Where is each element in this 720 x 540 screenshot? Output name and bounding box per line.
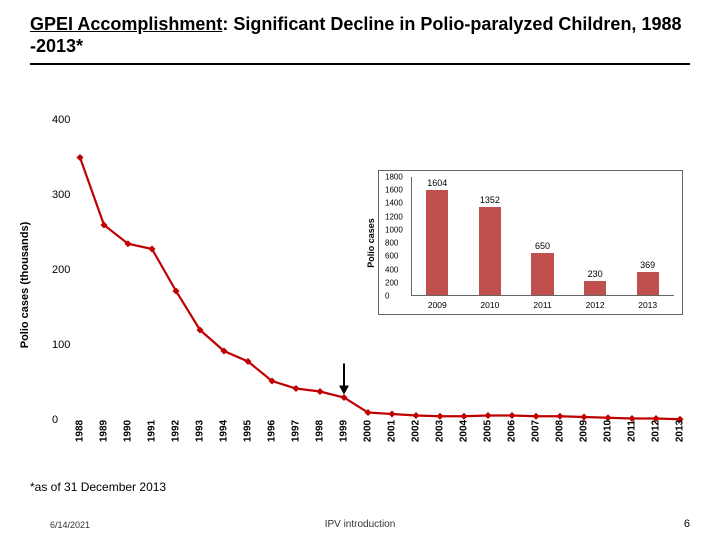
x-tick: 2000 [363,420,374,442]
x-tick: 2001 [387,420,398,442]
inset-plot-area: 0200400600800100012001400160018002009160… [411,177,674,296]
x-tick: 1992 [171,420,182,442]
x-tick: 1990 [123,420,134,442]
x-tick: 1997 [291,420,302,442]
y-axis-label: Polio cases (thousands) [19,222,31,349]
x-tick: 1999 [339,420,350,442]
inset-y-tick: 600 [385,252,398,261]
footer-page: 6 [684,518,690,530]
inset-y-tick: 200 [385,278,398,287]
inset-x-tick: 2011 [533,300,551,310]
x-tick: 1994 [219,420,230,442]
x-tick: 2003 [435,420,446,442]
y-tick: 100 [52,339,70,351]
inset-x-tick: 2012 [586,300,605,310]
inset-bar-label: 1352 [480,195,500,205]
x-tick: 2013 [675,420,686,442]
x-tick: 2008 [555,420,566,442]
title-underlined: GPEI Accomplishment [30,14,222,34]
x-tick: 2006 [507,420,518,442]
inset-y-tick: 1200 [385,212,403,221]
x-tick: 1989 [99,420,110,442]
x-tick: 2007 [531,420,542,442]
inset-y-axis-label: Polio cases [366,218,376,268]
inset-chart: Polio cases 0200400600800100012001400160… [378,170,683,315]
inset-axis [411,295,674,296]
inset-bar-label: 1604 [427,178,447,188]
x-tick: 1995 [243,420,254,442]
x-tick: 2004 [459,420,470,442]
x-tick: 1996 [267,420,278,442]
y-tick: 200 [52,264,70,276]
arrow-icon [339,364,349,395]
inset-bar [584,281,606,296]
inset-bar-label: 230 [588,269,603,279]
inset-bar [637,272,659,296]
page-title: GPEI Accomplishment: Significant Decline… [0,0,720,61]
x-tick: 1991 [147,420,158,442]
x-tick: 1998 [315,420,326,442]
x-tick: 2011 [627,420,638,442]
inset-y-tick: 0 [385,292,389,301]
inset-y-tick: 1000 [385,225,403,234]
x-tick: 1988 [75,420,86,442]
x-tick: 2010 [603,420,614,442]
inset-bar-label: 650 [535,241,550,251]
x-tick: 2005 [483,420,494,442]
inset-y-tick: 1600 [385,186,403,195]
inset-y-tick: 400 [385,265,398,274]
inset-x-tick: 2013 [638,300,657,310]
inset-bar [531,253,553,296]
y-tick: 400 [52,114,70,126]
x-tick: 2009 [579,420,590,442]
inset-x-tick: 2010 [480,300,499,310]
inset-y-tick: 1800 [385,173,403,182]
y-tick: 0 [52,414,58,426]
footnote: *as of 31 December 2013 [30,480,166,494]
x-tick: 1993 [195,420,206,442]
x-tick: 2012 [651,420,662,442]
inset-y-tick: 1400 [385,199,403,208]
inset-bar [426,190,448,296]
inset-yaxis [411,177,412,296]
title-rule [30,63,690,65]
y-tick: 300 [52,189,70,201]
x-tick: 2002 [411,420,422,442]
inset-bar [479,207,501,296]
inset-bar-label: 369 [640,260,655,270]
footer-center: IPV introduction [0,519,720,530]
inset-x-tick: 2009 [428,300,447,310]
inset-y-tick: 800 [385,239,398,248]
